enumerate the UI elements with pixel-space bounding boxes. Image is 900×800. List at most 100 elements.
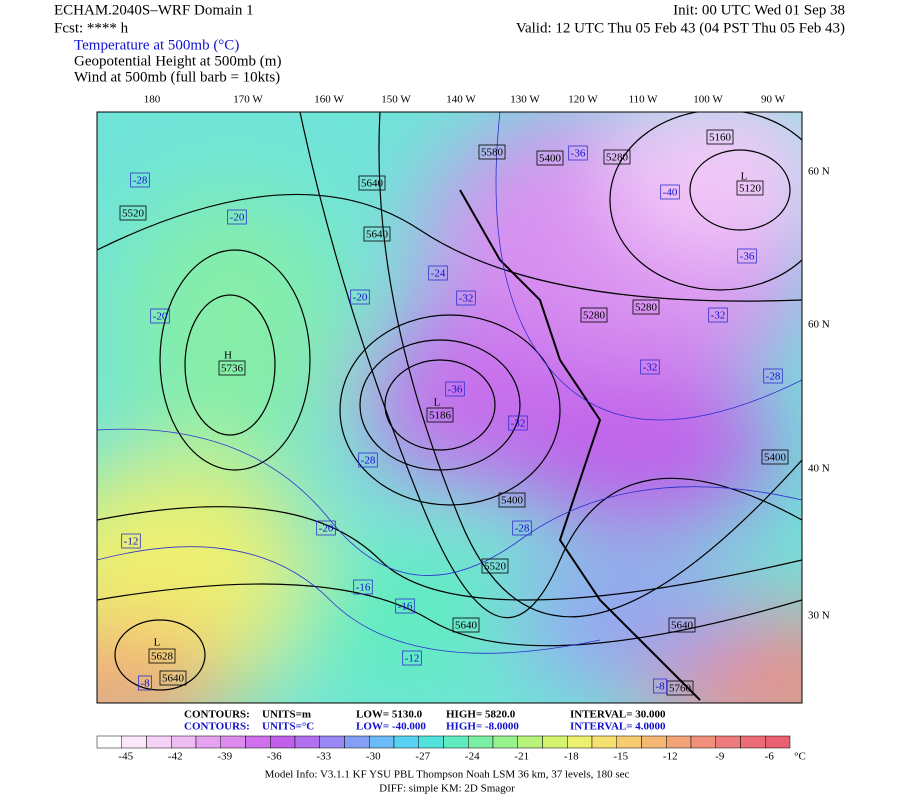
contour-label: 5628	[148, 648, 176, 664]
longitude-label: 120 W	[568, 94, 598, 106]
label-text: 5520	[484, 561, 507, 573]
colorbar-cell	[121, 735, 147, 749]
longitude-label: 130 W	[510, 94, 540, 106]
longitude-label: 110 W	[628, 94, 658, 106]
label-box	[227, 209, 247, 225]
pressure-center: L	[154, 637, 161, 649]
label-box	[138, 675, 152, 691]
colorbar-tick: -18	[564, 751, 579, 763]
label-text: 5580	[481, 147, 504, 159]
label-box	[508, 415, 528, 431]
label-box	[706, 129, 734, 145]
label-box	[148, 648, 176, 664]
colorbar-cell	[715, 735, 741, 749]
label-text: -36	[448, 384, 463, 396]
contour-label: -20	[350, 289, 370, 305]
label-text: 5400	[764, 452, 787, 464]
pressure-center: H	[224, 350, 232, 362]
label-text: -28	[515, 523, 530, 535]
contour-label: -40	[660, 184, 680, 200]
colorbar-cell	[666, 735, 692, 749]
label-text: -20	[230, 212, 245, 224]
footer: DIFF: simple KM: 2D Smagor	[379, 783, 515, 795]
colorbar-tick: -12	[663, 751, 678, 763]
label-text: -20	[319, 523, 334, 535]
label-box	[640, 359, 660, 375]
latitude-label: 40 N	[808, 463, 830, 475]
colorbar-tick: -27	[415, 751, 430, 763]
contour-info: CONTOURS:	[184, 709, 250, 721]
field-name: Temperature at 500mb (°C)	[74, 37, 239, 53]
colorbar-cell	[690, 735, 716, 749]
contour-info: LOW= -40.000	[356, 721, 426, 733]
longitude-label: 180	[144, 94, 161, 106]
label-text: 5280	[635, 302, 658, 314]
label-box	[737, 248, 757, 264]
label-text: -16	[356, 582, 371, 594]
contour-label: 5520	[119, 205, 147, 221]
colorbar-tick: -9	[715, 751, 725, 763]
contour-info: INTERVAL= 4.0000	[570, 721, 666, 733]
longitude-label: 100 W	[693, 94, 723, 106]
colorbar-cell	[319, 735, 345, 749]
label-text: 5120	[739, 183, 762, 195]
label-text: 5520	[122, 208, 145, 220]
label-box	[653, 678, 667, 694]
label-box	[668, 617, 696, 633]
label-text: 5280	[583, 310, 606, 322]
contour-label: -36	[445, 381, 465, 397]
contour-label: 5580	[478, 144, 506, 160]
contour-label: -32	[640, 359, 660, 375]
contour-info: LOW= 5130.0	[356, 709, 423, 721]
contour-label: -20	[150, 308, 170, 324]
latitude-label: 30 N	[808, 610, 830, 622]
label-text: 5736	[221, 363, 244, 375]
contour-label: 5640	[159, 670, 187, 686]
colorbar-cell	[344, 735, 370, 749]
contour-label: 5160	[706, 129, 734, 145]
colorbar-cell	[393, 735, 419, 749]
contour-label: 5280	[580, 307, 608, 323]
contour-label: -8	[138, 675, 152, 691]
label-text: 5400	[539, 153, 562, 165]
title: ECHAM.2040S–WRF Domain 1	[54, 2, 254, 18]
colorbar-tick: -36	[267, 751, 282, 763]
colorbar-tick: -30	[366, 751, 381, 763]
contour-label: 5280	[632, 299, 660, 315]
field-name: Wind at 500mb (full barb = 10kts)	[74, 69, 280, 85]
label-text: 5640	[366, 229, 389, 241]
label-box	[498, 492, 526, 508]
label-text: 5640	[455, 620, 478, 632]
label-box	[119, 205, 147, 221]
colorbar-cell	[641, 735, 667, 749]
colorbar-tick: -21	[514, 751, 529, 763]
label-box	[708, 307, 728, 323]
field-name: Geopotential Height at 500mb (m)	[74, 53, 281, 69]
contour-label: 5400	[761, 449, 789, 465]
label-box	[763, 368, 783, 384]
label-box	[402, 650, 422, 666]
contour-label: 5640	[363, 226, 391, 242]
contour-label: -16	[353, 579, 373, 595]
colorbar-tick: -45	[118, 751, 133, 763]
label-text: -12	[405, 653, 420, 665]
label-text: 5628	[151, 651, 174, 663]
label-text: -32	[711, 310, 726, 322]
label-text: -8	[140, 678, 150, 690]
label-text: 5640	[162, 673, 185, 685]
label-box	[218, 360, 246, 376]
contour-label: 5280	[603, 149, 631, 165]
contour-label: 5760	[666, 680, 694, 696]
contour-label: -12	[121, 533, 141, 549]
colorbar-cell	[418, 735, 444, 749]
label-text: -20	[153, 311, 168, 323]
label-box	[159, 670, 187, 686]
colorbar-cell	[294, 735, 320, 749]
contour-info: HIGH= 5820.0	[446, 709, 516, 721]
label-box	[428, 265, 448, 281]
colorbar-cell	[616, 735, 642, 749]
colorbar-cell	[591, 735, 617, 749]
colorbar-cell	[220, 735, 246, 749]
contour-label: 5736	[218, 360, 246, 376]
init-time: Init: 00 UTC Wed 01 Sep 38	[673, 2, 845, 18]
